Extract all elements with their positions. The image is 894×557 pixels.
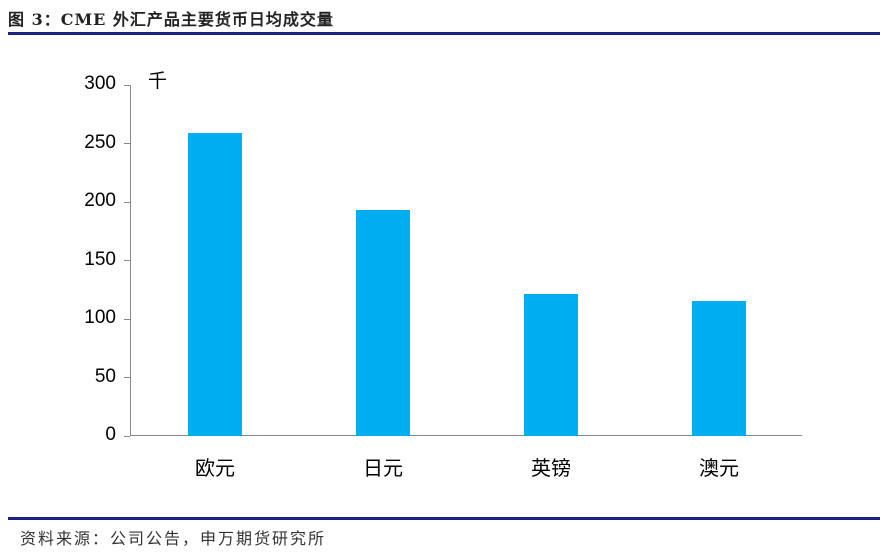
y-tick-label: 100 <box>84 307 116 328</box>
y-tick-label: 50 <box>94 365 116 387</box>
bar <box>692 301 746 436</box>
y-tick <box>124 143 130 144</box>
x-category-label: 英镑 <box>531 456 571 480</box>
y-axis-unit: 千 <box>148 70 168 92</box>
bar <box>524 294 578 436</box>
y-tick-label: 200 <box>84 190 116 211</box>
top-divider <box>8 32 880 35</box>
figure-title: 图 3：CME 外汇产品主要货币日均成交量 <box>8 10 334 29</box>
bar <box>356 210 410 436</box>
x-category-label: 澳元 <box>699 456 739 480</box>
y-tick-label: 250 <box>84 131 116 153</box>
source-note: 资料来源：公司公告，申万期货研究所 <box>20 529 327 548</box>
y-tick-label: 150 <box>84 248 116 270</box>
y-tick <box>124 377 130 378</box>
y-tick <box>124 318 130 320</box>
x-category-label: 欧元 <box>195 456 235 480</box>
y-tick <box>124 435 130 437</box>
bar-chart: 千 0 50 100 150 200 250 300 欧元 日元 英镑 澳元 <box>84 70 802 480</box>
y-tick-label: 300 <box>84 73 116 94</box>
x-category-label: 日元 <box>363 456 403 480</box>
y-tick <box>124 84 130 86</box>
y-tick <box>124 260 130 261</box>
x-axis <box>130 435 802 436</box>
y-axis <box>130 85 131 436</box>
bar <box>188 132 242 436</box>
y-tick <box>124 201 130 203</box>
y-tick-label: 0 <box>105 424 116 445</box>
bottom-divider <box>8 517 880 520</box>
